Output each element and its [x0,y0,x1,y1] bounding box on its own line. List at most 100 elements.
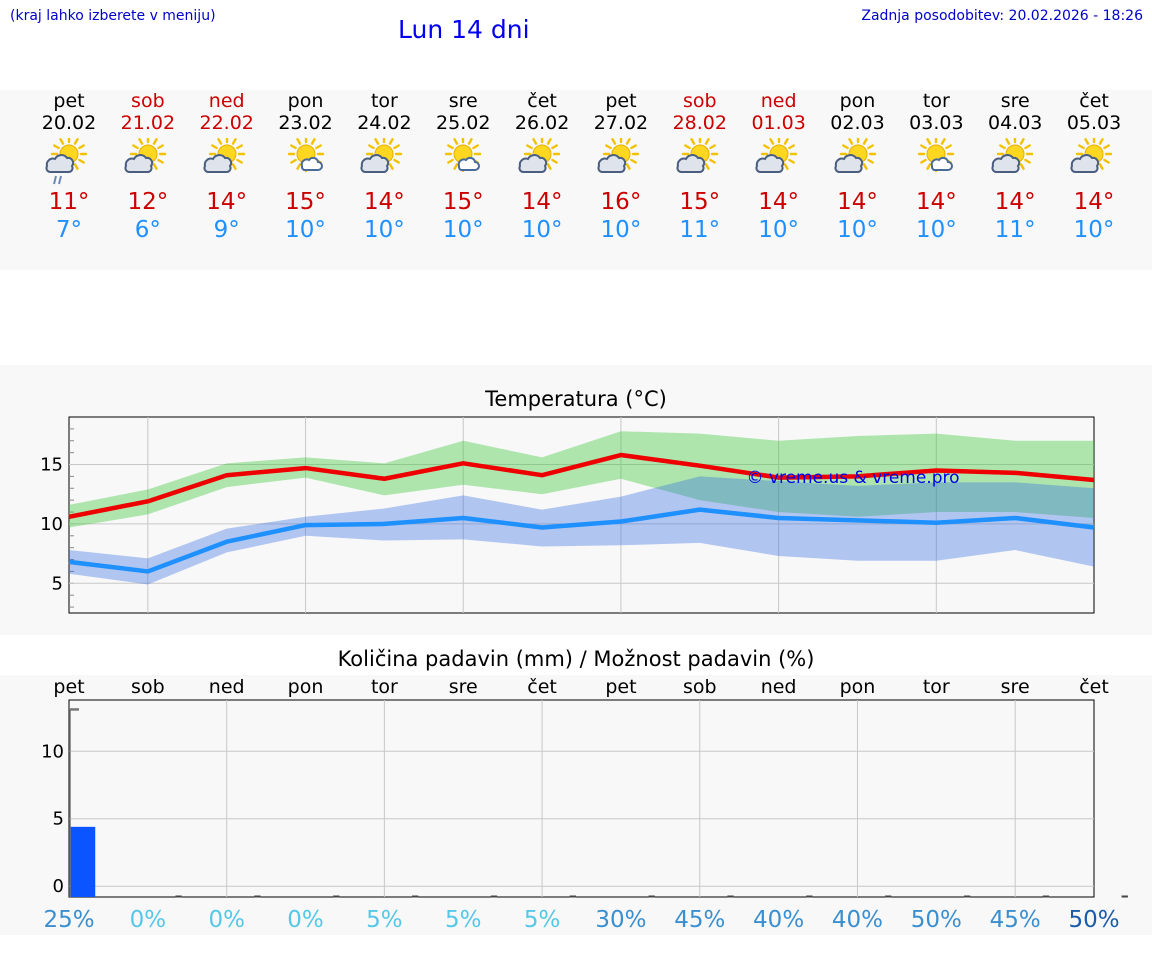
day-date: 01.03 [751,112,806,134]
watermark: © vreme.us & vreme.pro [746,468,959,488]
day-date: 27.02 [593,112,649,134]
precipitation-day-label: pon [288,676,324,698]
temperature-y-tick-label: 15 [40,455,63,476]
day-name: pet [53,90,85,112]
day-date: 26.02 [514,112,570,134]
last-update: Zadnja posodobitev: 20.02.2026 - 18:26 [861,8,1143,24]
cloud-icon [991,154,1021,173]
cloud-icon [360,154,390,173]
day-name: ned [760,90,797,112]
forecast-day: tor 03.03 14° 10° [896,90,976,244]
max-temperature-line [68,452,1095,519]
min-temperature: 10° [915,217,957,243]
max-temperature: 15° [679,189,721,215]
partly-sunny-cloud-icon [203,138,245,173]
day-date: 20.02 [41,112,97,134]
partly-sunny-cloud-icon [518,138,561,173]
day-name: sre [448,90,478,112]
day-date: 04.03 [987,112,1043,134]
min-temperature: 9° [213,217,240,243]
partly-sunny-cloud-icon [1070,138,1113,173]
max-temperature: 12° [127,189,169,215]
day-date: 22.02 [199,112,254,134]
cloud-icon [1070,154,1100,173]
partly-sunny-cloud-icon [833,138,876,173]
precipitation-y-tick-label: 10 [41,741,64,762]
cloud-icon [203,154,232,173]
day-date: 03.03 [909,112,964,134]
min-temperature: 10° [837,217,878,243]
precipitation-day-label: ned [761,676,797,698]
partly-sunny-cloud-icon [597,138,640,173]
max-temperature-range-band [69,431,1094,528]
day-name: pon [839,90,876,112]
forecast-day: ned 22.02 14° 9° [187,90,267,244]
precipitation-probability-label: 0% [130,907,167,933]
max-temperature: 15° [285,189,326,215]
max-temperature: 14° [364,189,405,215]
precipitation-bar [70,826,96,897]
forecast-day: pet 20.02 11° 7° [29,90,109,244]
min-temperature: 10° [285,217,326,243]
max-temperature: 14° [1073,189,1115,215]
forecast-day: ned 01.03 14° 10° [739,90,819,244]
temperature-chart-title: Temperatura (°C) [485,387,667,411]
min-temperature: 10° [1073,217,1115,243]
precipitation-y-tick-label: 0 [53,876,64,897]
forecast-day: čet 26.02 14° 10° [502,90,582,244]
page-title: Lun 14 dni [398,15,530,44]
precipitation-day-label: sob [131,676,165,698]
precipitation-day-label: sre [449,676,478,698]
daily-forecast: pet 20.02 11° 7° sob 21.02 12° 6° ned 22.02 14° 9° p… [0,90,1152,270]
temperature-chart: 5 10 15 © vreme.us & vreme.pro [40,416,1095,614]
precipitation-probability-label: 25% [43,907,94,933]
partly-sunny-cloud-icon [360,138,403,173]
min-temperature: 10° [600,217,642,243]
precipitation-day-label: čet [527,676,557,698]
max-temperature: 11° [48,189,90,215]
partly-sunny-cloud-icon [124,138,167,173]
max-temperature: 14° [994,189,1036,215]
partly-sunny-cloud-icon [676,138,718,173]
min-temperature: 10° [521,217,563,243]
day-date: 25.02 [436,112,491,134]
max-temperature: 14° [915,189,957,215]
precipitation-probability-label: 40% [753,907,804,933]
forecast-day: čet 05.03 14° 10° [1054,90,1134,244]
day-name: čet [1079,90,1109,112]
min-temperature: 10° [364,217,405,243]
day-name: čet [527,90,557,112]
cloud-icon [931,156,954,171]
day-date: 24.02 [357,112,412,134]
forecast-day: sre 25.02 15° 10° [423,90,503,244]
forecast-day: tor 24.02 14° 10° [344,90,424,244]
partly-sunny-cloud-icon [991,138,1034,173]
precipitation-day-label: tor [923,676,950,698]
temperature-y-tick-label: 5 [52,573,63,594]
day-name: pon [287,90,324,112]
sunny-small-cloud-icon [287,138,324,173]
forecast-day: sre 04.03 14° 11° [975,90,1055,244]
day-name: ned [208,90,245,112]
precipitation-probability-label: 50% [911,907,962,933]
cloud-icon [755,154,784,173]
day-date: 23.02 [278,112,333,134]
min-temperature: 11° [679,217,721,243]
precipitation-chart: pet sob ned pon tor sre čet pet sob ned pon tor sre č… [41,676,1128,933]
min-temperature-range-band [69,476,1094,585]
precipitation-probability-label: 5% [366,907,403,933]
precipitation-day-label: tor [371,676,398,698]
precipitation-chart-title: Količina padavin (mm) / Možnost padavin … [337,647,815,671]
min-temperature-line [68,507,1095,574]
max-temperature: 14° [837,189,878,215]
cloud-icon [124,154,153,173]
day-name: sre [1000,90,1030,112]
precipitation-probability-label: 30% [595,907,646,933]
precipitation-probability-label: 40% [832,907,883,933]
day-date: 02.03 [830,112,885,134]
cloud-icon [300,156,323,171]
precipitation-plot-area [68,699,1095,898]
temperature-y-tick-label: 10 [40,514,63,535]
rain-icon [53,175,62,185]
precipitation-probability-label: 5% [524,907,561,933]
